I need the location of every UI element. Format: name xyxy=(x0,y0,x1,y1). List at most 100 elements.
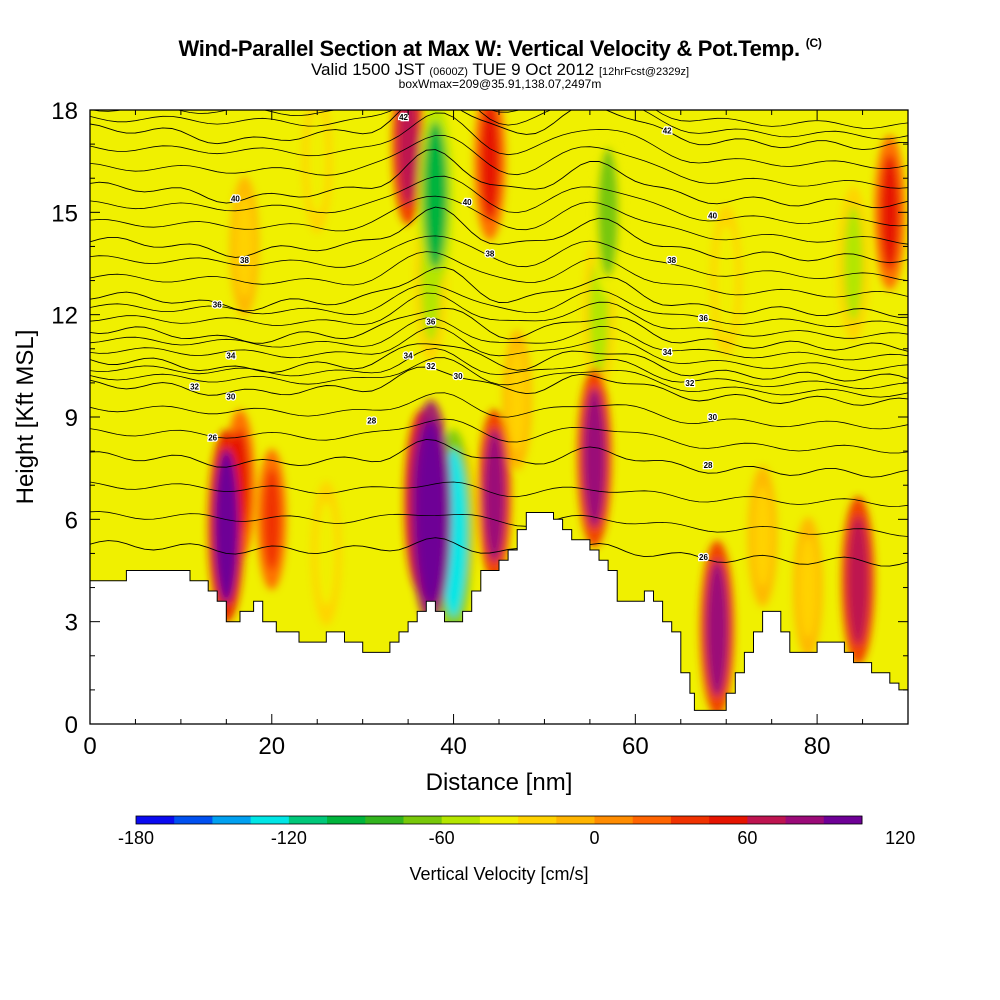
velocity-cell-4 xyxy=(799,537,817,639)
y-tick-label-6: 6 xyxy=(65,507,78,534)
x-tick-label-40: 40 xyxy=(440,733,467,760)
colorbar-swatch-0 xyxy=(136,816,175,824)
contour-label-18: 38 xyxy=(667,256,676,265)
velocity-cell-25 xyxy=(416,420,446,606)
contour-label-4: 30 xyxy=(226,393,235,402)
colorbar-swatch-18 xyxy=(823,816,863,824)
colorbar-swatch-15 xyxy=(709,816,748,824)
valid-prefix: Valid 1500 JST xyxy=(310,60,425,79)
velocity-cell-3 xyxy=(754,485,772,587)
theta-contour-34-sub1 xyxy=(90,292,908,339)
theta-contour-30 xyxy=(90,366,908,406)
velocity-cell-19 xyxy=(706,560,729,697)
colorbar-swatch-1 xyxy=(174,816,213,824)
contour-label-12: 34 xyxy=(663,348,672,357)
contour-label-16: 38 xyxy=(240,256,249,265)
velocity-cell-13 xyxy=(480,110,500,221)
contour-label-15: 36 xyxy=(699,314,708,323)
colorbar-swatch-11 xyxy=(556,816,596,824)
theta-contour-38-sub1 xyxy=(90,195,908,245)
colorbar-tick--120: -120 xyxy=(271,828,307,848)
velocity-cell-17 xyxy=(597,147,619,277)
velocity-cell-2 xyxy=(508,349,526,451)
chart-title-text: Wind-Parallel Section at Max W: Vertical… xyxy=(178,36,800,61)
theta-contour-28 xyxy=(90,438,908,478)
colorbar-tick-120: 120 xyxy=(885,828,915,848)
contour-label-8: 32 xyxy=(426,362,435,371)
theta-contour-26 xyxy=(90,537,908,567)
velocity-cell-11 xyxy=(880,154,900,270)
velocity-cell-15 xyxy=(398,110,419,206)
colorbar-swatch-3 xyxy=(250,816,290,824)
y-tick-label-9: 9 xyxy=(65,405,78,432)
theta-contour-40-sub1 xyxy=(90,134,908,189)
theta-contour-42-sub1 xyxy=(90,110,908,140)
y-tick-label-18: 18 xyxy=(51,98,78,125)
contour-label-7: 32 xyxy=(190,382,199,391)
colorbar-swatch-12 xyxy=(594,816,634,824)
valid-date: TUE 9 Oct 2012 xyxy=(472,60,595,79)
contour-label-5: 30 xyxy=(454,372,463,381)
valid-time-line: Valid 1500 JST (0600Z) TUE 9 Oct 2012 [1… xyxy=(0,60,1000,80)
valid-zone: (0600Z) xyxy=(429,66,468,78)
theta-contour-32-sub2 xyxy=(90,317,908,361)
contour-label-11: 34 xyxy=(404,352,413,361)
theta-contour-labels: 26 28 28 26 30 30 30 32 32 32 34 34 34 36 36 36 38 38 38 40… xyxy=(189,112,719,564)
y-tick-label-0: 0 xyxy=(65,712,78,739)
theta-contour-26-sub2 xyxy=(90,481,908,507)
x-tick-label-0: 0 xyxy=(83,733,96,760)
copyright-mark: (C) xyxy=(805,36,822,50)
velocity-cell-5 xyxy=(308,110,326,214)
theta-contour-32 xyxy=(90,343,908,382)
colorbar-swatch-4 xyxy=(288,816,328,824)
colorbar-swatch-2 xyxy=(212,816,252,824)
chart-title: Wind-Parallel Section at Max W: Vertical… xyxy=(0,36,1000,62)
colorbar-swatch-8 xyxy=(441,816,481,824)
theta-contour-40 xyxy=(90,149,908,209)
colorbar-swatch-16 xyxy=(747,816,787,824)
theta-contour-26-sub1 xyxy=(90,511,908,537)
theta-contour-30-sub1 xyxy=(90,357,908,398)
velocity-cell-22 xyxy=(423,122,448,269)
colorbar: -180 -120 -60 0 60 120 xyxy=(118,815,915,848)
theta-contour-34 xyxy=(90,307,908,352)
velocity-cell-18 xyxy=(483,429,506,562)
forecast-info: [12hrFcst@2329z] xyxy=(599,66,690,78)
contour-label-21: 40 xyxy=(708,212,717,221)
theta-contour-42 xyxy=(90,110,908,151)
colorbar-swatch-9 xyxy=(479,816,519,824)
x-tick-label-80: 80 xyxy=(804,733,831,760)
y-tick-label-12: 12 xyxy=(51,303,78,330)
colorbar-swatch-5 xyxy=(327,816,366,824)
colorbar-tick-0: 0 xyxy=(590,828,600,848)
x-tick-label-20: 20 xyxy=(258,733,285,760)
x-axis-label: Distance [nm] xyxy=(426,769,573,796)
colorbar-label: Vertical Velocity [cm/s] xyxy=(409,864,588,884)
colorbar-tick--60: -60 xyxy=(429,828,455,848)
contour-label-14: 36 xyxy=(426,317,435,326)
vertical-velocity-field xyxy=(208,110,906,717)
velocity-cell-20 xyxy=(583,388,606,528)
theta-contour-36 xyxy=(90,266,908,318)
theta-contour-36-sub2 xyxy=(90,235,908,281)
velocity-cell-16 xyxy=(847,516,869,646)
colorbar-swatch-6 xyxy=(365,816,404,824)
velocity-cell-10 xyxy=(843,206,863,321)
contour-label-22: 42 xyxy=(399,113,408,122)
contour-label-0: 26 xyxy=(208,433,217,442)
contour-label-1: 28 xyxy=(367,416,376,425)
theta-contour-28-sub2 xyxy=(90,392,908,430)
velocity-cell-0 xyxy=(263,468,281,570)
y-tick-label-3: 3 xyxy=(65,610,78,637)
colorbar-swatch-13 xyxy=(632,816,672,824)
contour-label-19: 40 xyxy=(231,195,240,204)
x-tick-label-60: 60 xyxy=(622,733,649,760)
theta-contour-36-sub1 xyxy=(90,251,908,298)
contour-label-20: 40 xyxy=(463,198,472,207)
velocity-cell-23 xyxy=(214,449,239,603)
contour-label-2: 28 xyxy=(704,461,713,470)
y-tick-label-15: 15 xyxy=(51,200,78,227)
contour-label-10: 34 xyxy=(226,352,235,361)
